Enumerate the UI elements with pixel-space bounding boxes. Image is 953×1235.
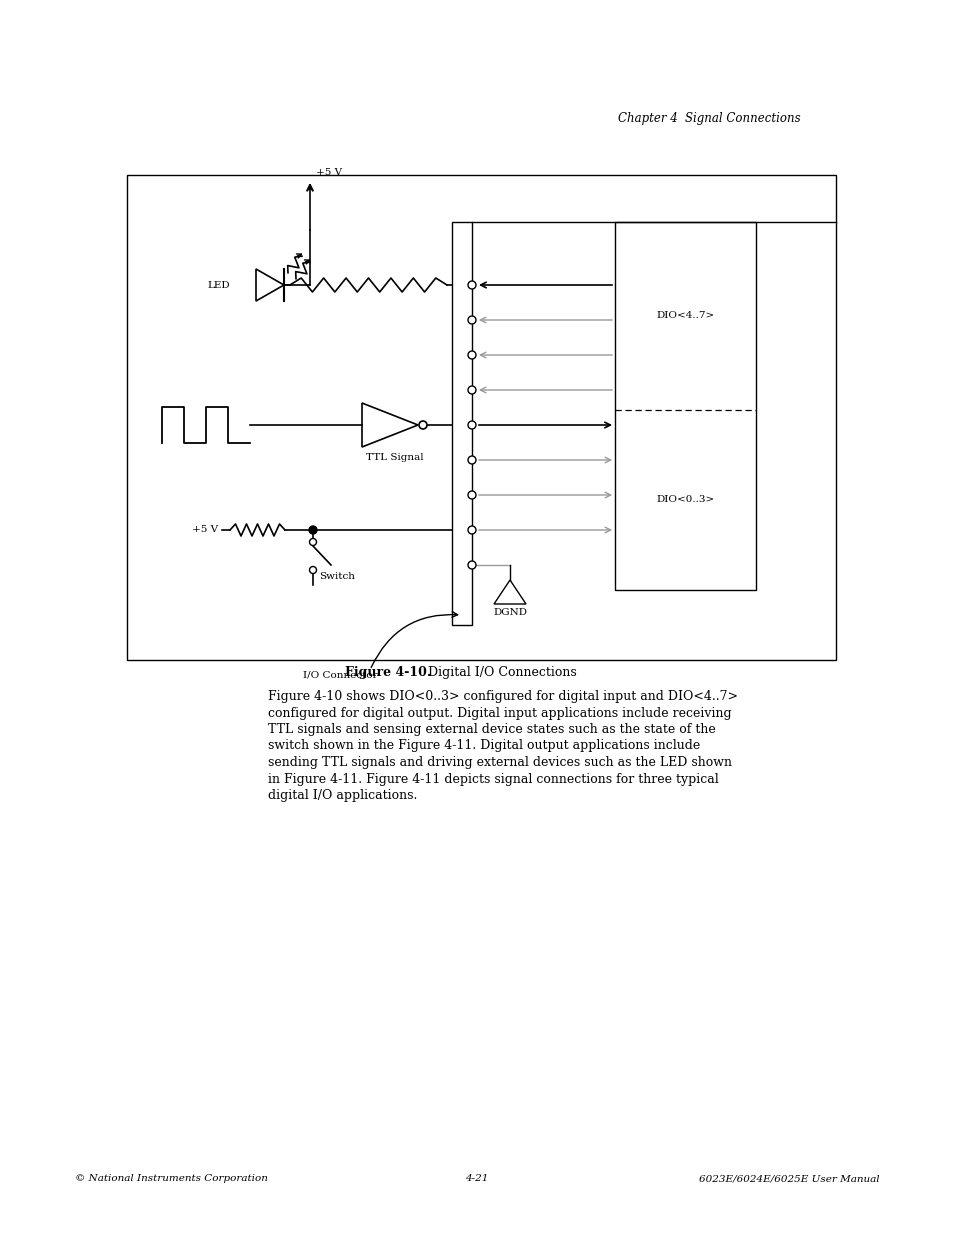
Circle shape: [468, 351, 476, 359]
Text: Switch: Switch: [318, 572, 355, 580]
Text: 6023E/6024E/6025E User Manual: 6023E/6024E/6025E User Manual: [699, 1174, 879, 1183]
Circle shape: [468, 282, 476, 289]
Text: DGND: DGND: [493, 608, 526, 618]
Text: sending TTL signals and driving external devices such as the LED shown: sending TTL signals and driving external…: [268, 756, 731, 769]
Circle shape: [468, 316, 476, 324]
Text: digital I/O applications.: digital I/O applications.: [268, 789, 416, 802]
Text: Figure 4-10.: Figure 4-10.: [345, 666, 431, 679]
Text: +5 V: +5 V: [315, 168, 342, 177]
Circle shape: [309, 567, 316, 573]
Text: 4-21: 4-21: [465, 1174, 488, 1183]
Bar: [452, 222, 472, 625]
Text: switch shown in the Figure 4-11. Digital output applications include: switch shown in the Figure 4-11. Digital…: [268, 740, 700, 752]
Text: Signal Connections: Signal Connections: [684, 112, 800, 125]
Text: Chapter 4: Chapter 4: [618, 112, 677, 125]
Circle shape: [309, 538, 316, 546]
Text: I/O Connector: I/O Connector: [302, 671, 377, 679]
Circle shape: [468, 456, 476, 464]
Text: © National Instruments Corporation: © National Instruments Corporation: [75, 1174, 268, 1183]
Circle shape: [468, 421, 476, 429]
Text: Digital I/O Connections: Digital I/O Connections: [419, 666, 577, 679]
Text: configured for digital output. Digital input applications include receiving: configured for digital output. Digital i…: [268, 706, 731, 720]
Circle shape: [468, 561, 476, 569]
Text: TTL signals and sensing external device states such as the state of the: TTL signals and sensing external device …: [268, 722, 715, 736]
Text: +5 V: +5 V: [192, 526, 218, 535]
Text: in Figure 4-11. Figure 4-11 depicts signal connections for three typical: in Figure 4-11. Figure 4-11 depicts sign…: [268, 773, 718, 785]
Text: Figure 4-10 shows DIO<0..3> configured for digital input and DIO<4..7>: Figure 4-10 shows DIO<0..3> configured f…: [268, 690, 738, 703]
Text: DIO<4..7>: DIO<4..7>: [656, 311, 714, 321]
Text: DIO<0..3>: DIO<0..3>: [656, 495, 714, 505]
Circle shape: [418, 421, 427, 429]
Circle shape: [468, 387, 476, 394]
Circle shape: [468, 526, 476, 534]
Circle shape: [309, 526, 316, 534]
Bar: [127, 175, 835, 659]
Text: LED: LED: [207, 280, 230, 289]
Text: TTL Signal: TTL Signal: [366, 453, 423, 462]
Bar: [615, 222, 755, 590]
Circle shape: [468, 492, 476, 499]
